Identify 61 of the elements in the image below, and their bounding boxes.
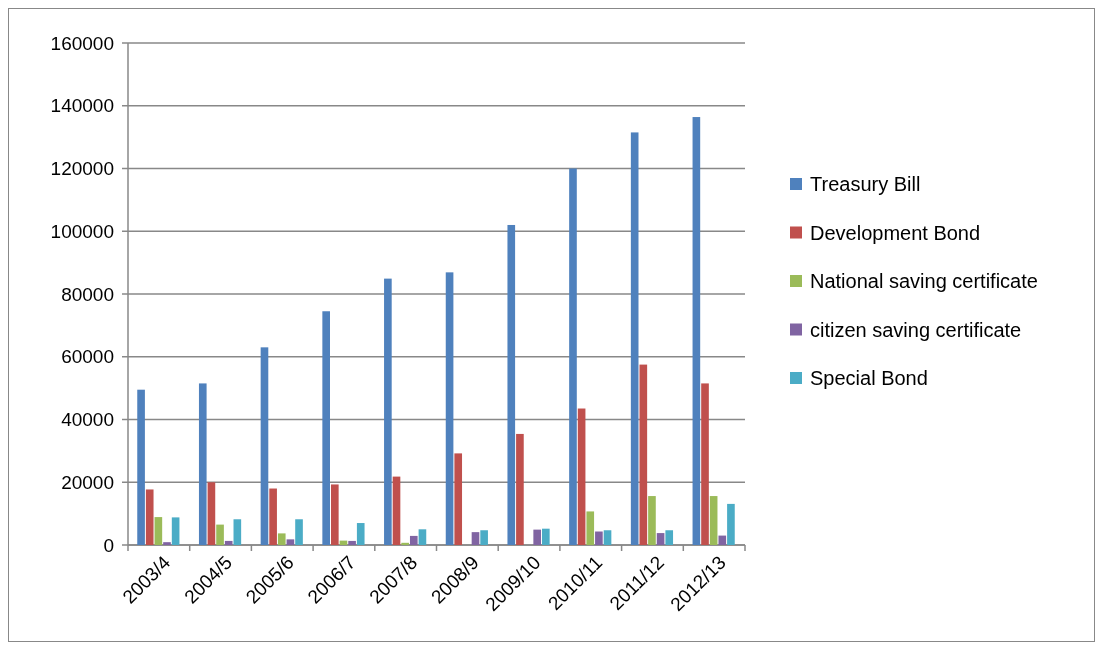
bar	[516, 433, 524, 545]
bar	[656, 533, 665, 545]
bar	[154, 517, 163, 545]
legend-label: National saving certificate	[810, 270, 1038, 292]
y-tick-label: 160000	[50, 32, 114, 54]
y-tick-label: 60000	[61, 346, 114, 368]
bar	[630, 132, 639, 545]
bar	[348, 540, 356, 545]
bar	[295, 519, 303, 545]
y-tick-label: 40000	[61, 409, 114, 431]
bar	[577, 408, 586, 545]
bar	[418, 529, 427, 545]
legend-label: Treasury Bill	[810, 173, 921, 195]
bar	[639, 364, 648, 545]
bar	[409, 535, 418, 545]
bar	[701, 383, 709, 545]
bar	[718, 535, 727, 545]
bar	[286, 539, 295, 545]
bar	[277, 533, 286, 545]
bar	[260, 347, 269, 545]
bar	[269, 488, 277, 545]
bar	[330, 484, 339, 545]
legend-label: citizen saving certificate	[810, 318, 1022, 341]
bar	[692, 117, 701, 545]
bar	[665, 530, 674, 545]
bar	[454, 453, 463, 545]
y-tick-label: 140000	[50, 95, 114, 117]
bar	[569, 168, 577, 545]
legend-label: Special Bond	[810, 367, 928, 389]
y-tick-label: 20000	[61, 471, 114, 493]
bar	[322, 311, 330, 545]
y-tick-label: 100000	[50, 220, 114, 242]
bar	[384, 278, 392, 545]
y-tick-label: 120000	[50, 158, 114, 180]
bar	[145, 489, 154, 545]
bar	[356, 523, 365, 545]
bar	[224, 540, 233, 545]
bar	[471, 532, 480, 545]
bar	[709, 496, 718, 545]
bar	[595, 531, 603, 545]
bar	[198, 383, 207, 545]
bar	[163, 542, 171, 545]
bar	[207, 482, 216, 545]
bar	[401, 542, 409, 545]
bar	[480, 530, 488, 545]
bar	[392, 476, 401, 545]
bar	[533, 529, 542, 545]
bar	[648, 496, 656, 545]
bar	[542, 528, 550, 545]
y-tick-label: 80000	[61, 283, 114, 305]
bar	[216, 524, 224, 545]
bar	[137, 389, 145, 545]
y-tick-label: 0	[103, 534, 114, 556]
bar	[171, 517, 180, 545]
legend-label: Development Bond	[810, 221, 981, 244]
bar	[727, 503, 735, 545]
bar	[507, 224, 516, 545]
bar	[603, 530, 612, 545]
bar	[445, 272, 454, 545]
bar	[586, 511, 595, 545]
bar	[233, 519, 242, 545]
